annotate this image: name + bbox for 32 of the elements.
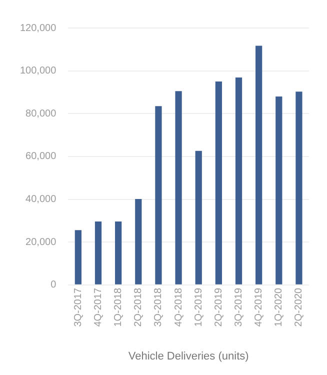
y-tick-label: 40,000 xyxy=(26,194,57,206)
bar xyxy=(296,92,302,284)
bar xyxy=(74,230,82,284)
bar xyxy=(195,150,202,284)
y-tick-label: 20,000 xyxy=(26,236,57,248)
y-tick-label: 100,000 xyxy=(20,66,57,77)
y-tick-label: 80,000 xyxy=(26,108,57,120)
x-tick-label: 4Q-2019 xyxy=(254,287,265,327)
x-tick-label: 1Q-2018 xyxy=(113,287,124,327)
x-tick-label: 2Q-2019 xyxy=(213,287,224,327)
bar xyxy=(256,46,262,284)
y-tick-label: 60,000 xyxy=(26,151,57,162)
bar xyxy=(175,91,182,284)
bar xyxy=(235,77,242,284)
x-tick-label: 4Q-2018 xyxy=(173,287,184,327)
bar xyxy=(135,199,142,284)
x-tick-label: 3Q-2018 xyxy=(153,287,164,327)
x-tick-label: 3Q-2019 xyxy=(234,287,244,327)
bar xyxy=(155,106,162,284)
y-tick-label: 0 xyxy=(50,280,57,291)
y-tick-label: 120,000 xyxy=(20,22,57,34)
x-axis-title: Vehicle Deliveries (units) xyxy=(128,350,249,362)
x-tick-label: 4Q-2017 xyxy=(93,287,104,327)
x-tick-label: 3Q-2017 xyxy=(72,287,84,327)
bar xyxy=(276,96,282,284)
bar xyxy=(215,82,222,284)
x-tick-label: 2Q-2020 xyxy=(294,287,305,327)
bar xyxy=(115,222,122,284)
x-tick-label: 1Q-2020 xyxy=(274,287,285,327)
bar xyxy=(94,222,102,284)
x-tick-label: 1Q-2019 xyxy=(193,287,204,327)
x-tick-label: 2Q-2018 xyxy=(133,287,144,327)
